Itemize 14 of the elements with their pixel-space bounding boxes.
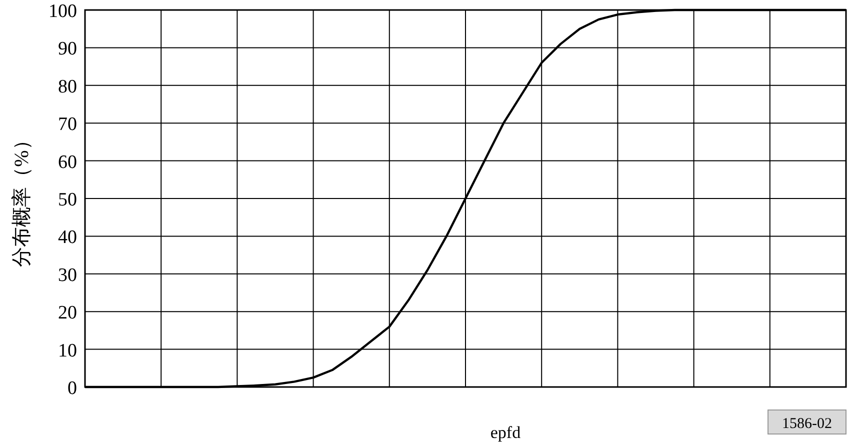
y-tick-label: 30 [58, 264, 77, 286]
text: 1586-02 [782, 416, 832, 432]
y-tick-label: 0 [68, 378, 77, 399]
y-tick-label: 70 [58, 114, 77, 136]
x-axis-title: epfd [490, 423, 522, 442]
y-tick-label: 90 [58, 38, 77, 60]
y-tick-label: 80 [58, 76, 77, 98]
y-tick-label: 60 [58, 152, 77, 173]
y-tick-label: 20 [58, 302, 77, 324]
y-axis-title: 分布概率（%） [11, 130, 33, 267]
y-tick-label: 40 [58, 227, 77, 248]
y-tick-label: 10 [58, 340, 77, 362]
y-tick-label: 100 [48, 1, 77, 22]
y-tick-label: 50 [58, 190, 77, 210]
